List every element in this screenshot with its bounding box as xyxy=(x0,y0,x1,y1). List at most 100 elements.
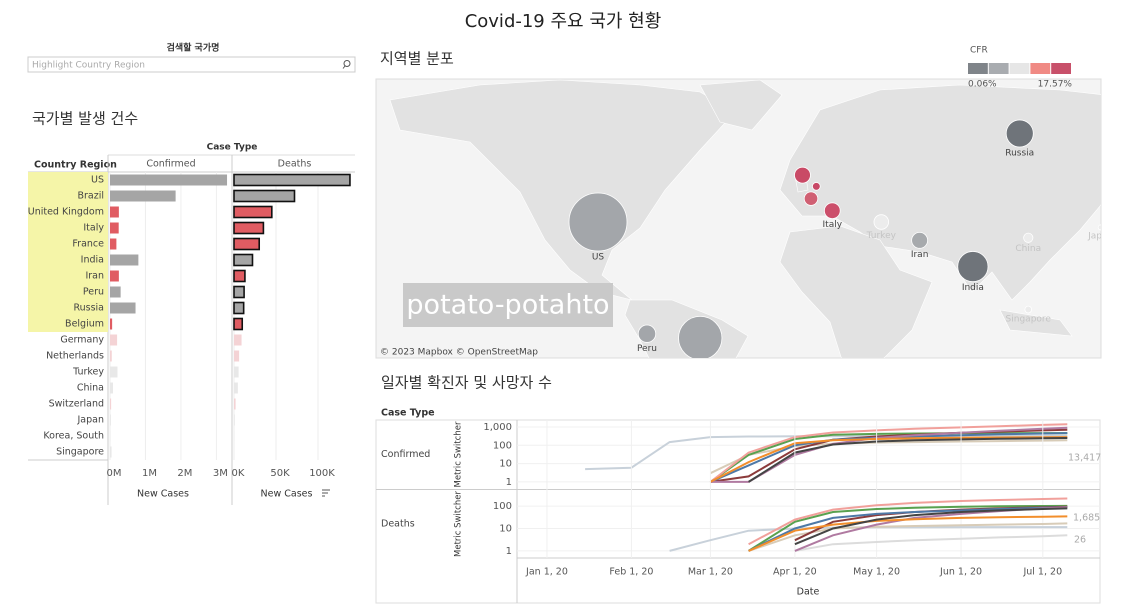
row-title: Country Region xyxy=(34,160,117,171)
bubble xyxy=(873,214,890,230)
row-label: Confirmed xyxy=(381,449,430,460)
x-tick-label: Jun 1, 20 xyxy=(939,567,982,578)
x-axis-title: New Cases xyxy=(261,489,313,500)
bar xyxy=(233,237,261,251)
category-label: Germany xyxy=(60,335,104,346)
bar xyxy=(233,253,254,267)
y-tick-label: 1,000 xyxy=(483,422,512,433)
x-tick-label: Feb 1, 20 xyxy=(609,567,653,578)
x-tick-label: Jul 1, 20 xyxy=(1022,567,1062,578)
search-input[interactable] xyxy=(27,56,356,73)
column-header: Confirmed xyxy=(146,159,195,170)
y-tick-label: 100 xyxy=(493,501,512,512)
search-box[interactable]: Highlight Country Region xyxy=(27,56,356,73)
series-line xyxy=(794,534,1068,552)
legend-title: CFR xyxy=(970,46,988,56)
category-label: Singapore xyxy=(56,447,104,458)
category-label: Switzerland xyxy=(49,399,104,410)
series-line xyxy=(585,434,1068,471)
bubble-label: Turkey xyxy=(866,231,897,241)
bubble-label: Italy xyxy=(823,220,843,230)
bar xyxy=(110,222,119,234)
series-line xyxy=(748,497,1068,546)
category-label: Turkey xyxy=(72,367,104,378)
search-placeholder: Highlight Country Region xyxy=(32,61,145,71)
bar xyxy=(110,414,111,426)
bubble xyxy=(812,182,821,191)
y-axis-title: Metric Switcher xyxy=(454,491,464,557)
series-line xyxy=(709,436,1068,483)
series-line xyxy=(710,428,1068,483)
land xyxy=(779,225,933,358)
series-line xyxy=(709,439,1068,475)
column-header: Deaths xyxy=(278,159,312,170)
facet-title: Case Type xyxy=(381,408,435,419)
bubble-label: Brazil xyxy=(688,361,713,371)
y-tick-label: 10 xyxy=(499,459,512,470)
bubble xyxy=(568,192,628,252)
legend-swatch xyxy=(1009,63,1030,74)
end-label: 13,417 xyxy=(1068,453,1101,464)
series-line xyxy=(748,437,1068,483)
bubble-label: Japan xyxy=(1087,231,1113,241)
bubble xyxy=(637,324,657,343)
legend-swatch xyxy=(988,63,1009,74)
bar xyxy=(110,302,136,314)
series-line xyxy=(794,507,1068,546)
watermark-box xyxy=(403,283,613,327)
section-heading: 국가별 발생 건수 xyxy=(32,110,138,128)
sort-icon[interactable] xyxy=(322,489,330,497)
bubble xyxy=(911,231,929,249)
search-icon xyxy=(342,65,346,69)
bar xyxy=(110,366,118,378)
bubble xyxy=(794,166,811,184)
bubble xyxy=(1097,224,1101,231)
bar xyxy=(233,285,245,299)
category-label: Belgium xyxy=(65,319,104,330)
bar xyxy=(110,286,121,298)
x-tick-label: 1M xyxy=(142,468,157,479)
row-highlight xyxy=(28,204,108,220)
bubble-label: China xyxy=(1015,244,1041,254)
bar xyxy=(110,382,114,394)
bubble-label: India xyxy=(962,283,984,293)
y-tick-label: 1 xyxy=(506,477,512,488)
bar xyxy=(234,350,240,362)
category-label: US xyxy=(91,175,104,186)
category-label: Brazil xyxy=(77,191,104,202)
x-tick-label: 3M xyxy=(213,468,228,479)
category-label: China xyxy=(77,383,104,394)
row-highlight xyxy=(28,236,108,252)
bar xyxy=(234,366,239,378)
bar xyxy=(110,254,139,266)
bar xyxy=(110,398,112,410)
map: US Brazil Russia India Italy Iran Peru Turkey Ch… xyxy=(389,79,1113,371)
y-tick-label: 1 xyxy=(506,546,512,557)
category-label: Korea, South xyxy=(43,431,104,442)
bar xyxy=(110,270,119,282)
dashboard-title: Covid-19 주요 국가 현황 xyxy=(465,11,662,32)
bubble-label: Iran xyxy=(911,250,929,260)
bar xyxy=(233,173,351,187)
row-highlight xyxy=(28,316,108,332)
bubble-label: Russia xyxy=(1005,149,1034,159)
bubble xyxy=(1024,305,1033,314)
series-line xyxy=(709,423,1068,483)
bar xyxy=(110,238,117,250)
column-title: Case Type xyxy=(207,143,258,153)
bubble xyxy=(1023,232,1034,243)
bar xyxy=(233,189,296,203)
row-highlight xyxy=(28,188,108,204)
bubble-label: Peru xyxy=(637,344,657,354)
category-label: France xyxy=(72,239,104,250)
bar xyxy=(233,301,245,315)
bar xyxy=(233,205,273,219)
legend-swatch xyxy=(1051,63,1071,74)
legend-label: 17.57% xyxy=(1038,80,1073,90)
land xyxy=(389,79,736,301)
bar xyxy=(110,174,228,186)
bubble xyxy=(1005,119,1034,148)
category-label: Iran xyxy=(85,271,104,282)
